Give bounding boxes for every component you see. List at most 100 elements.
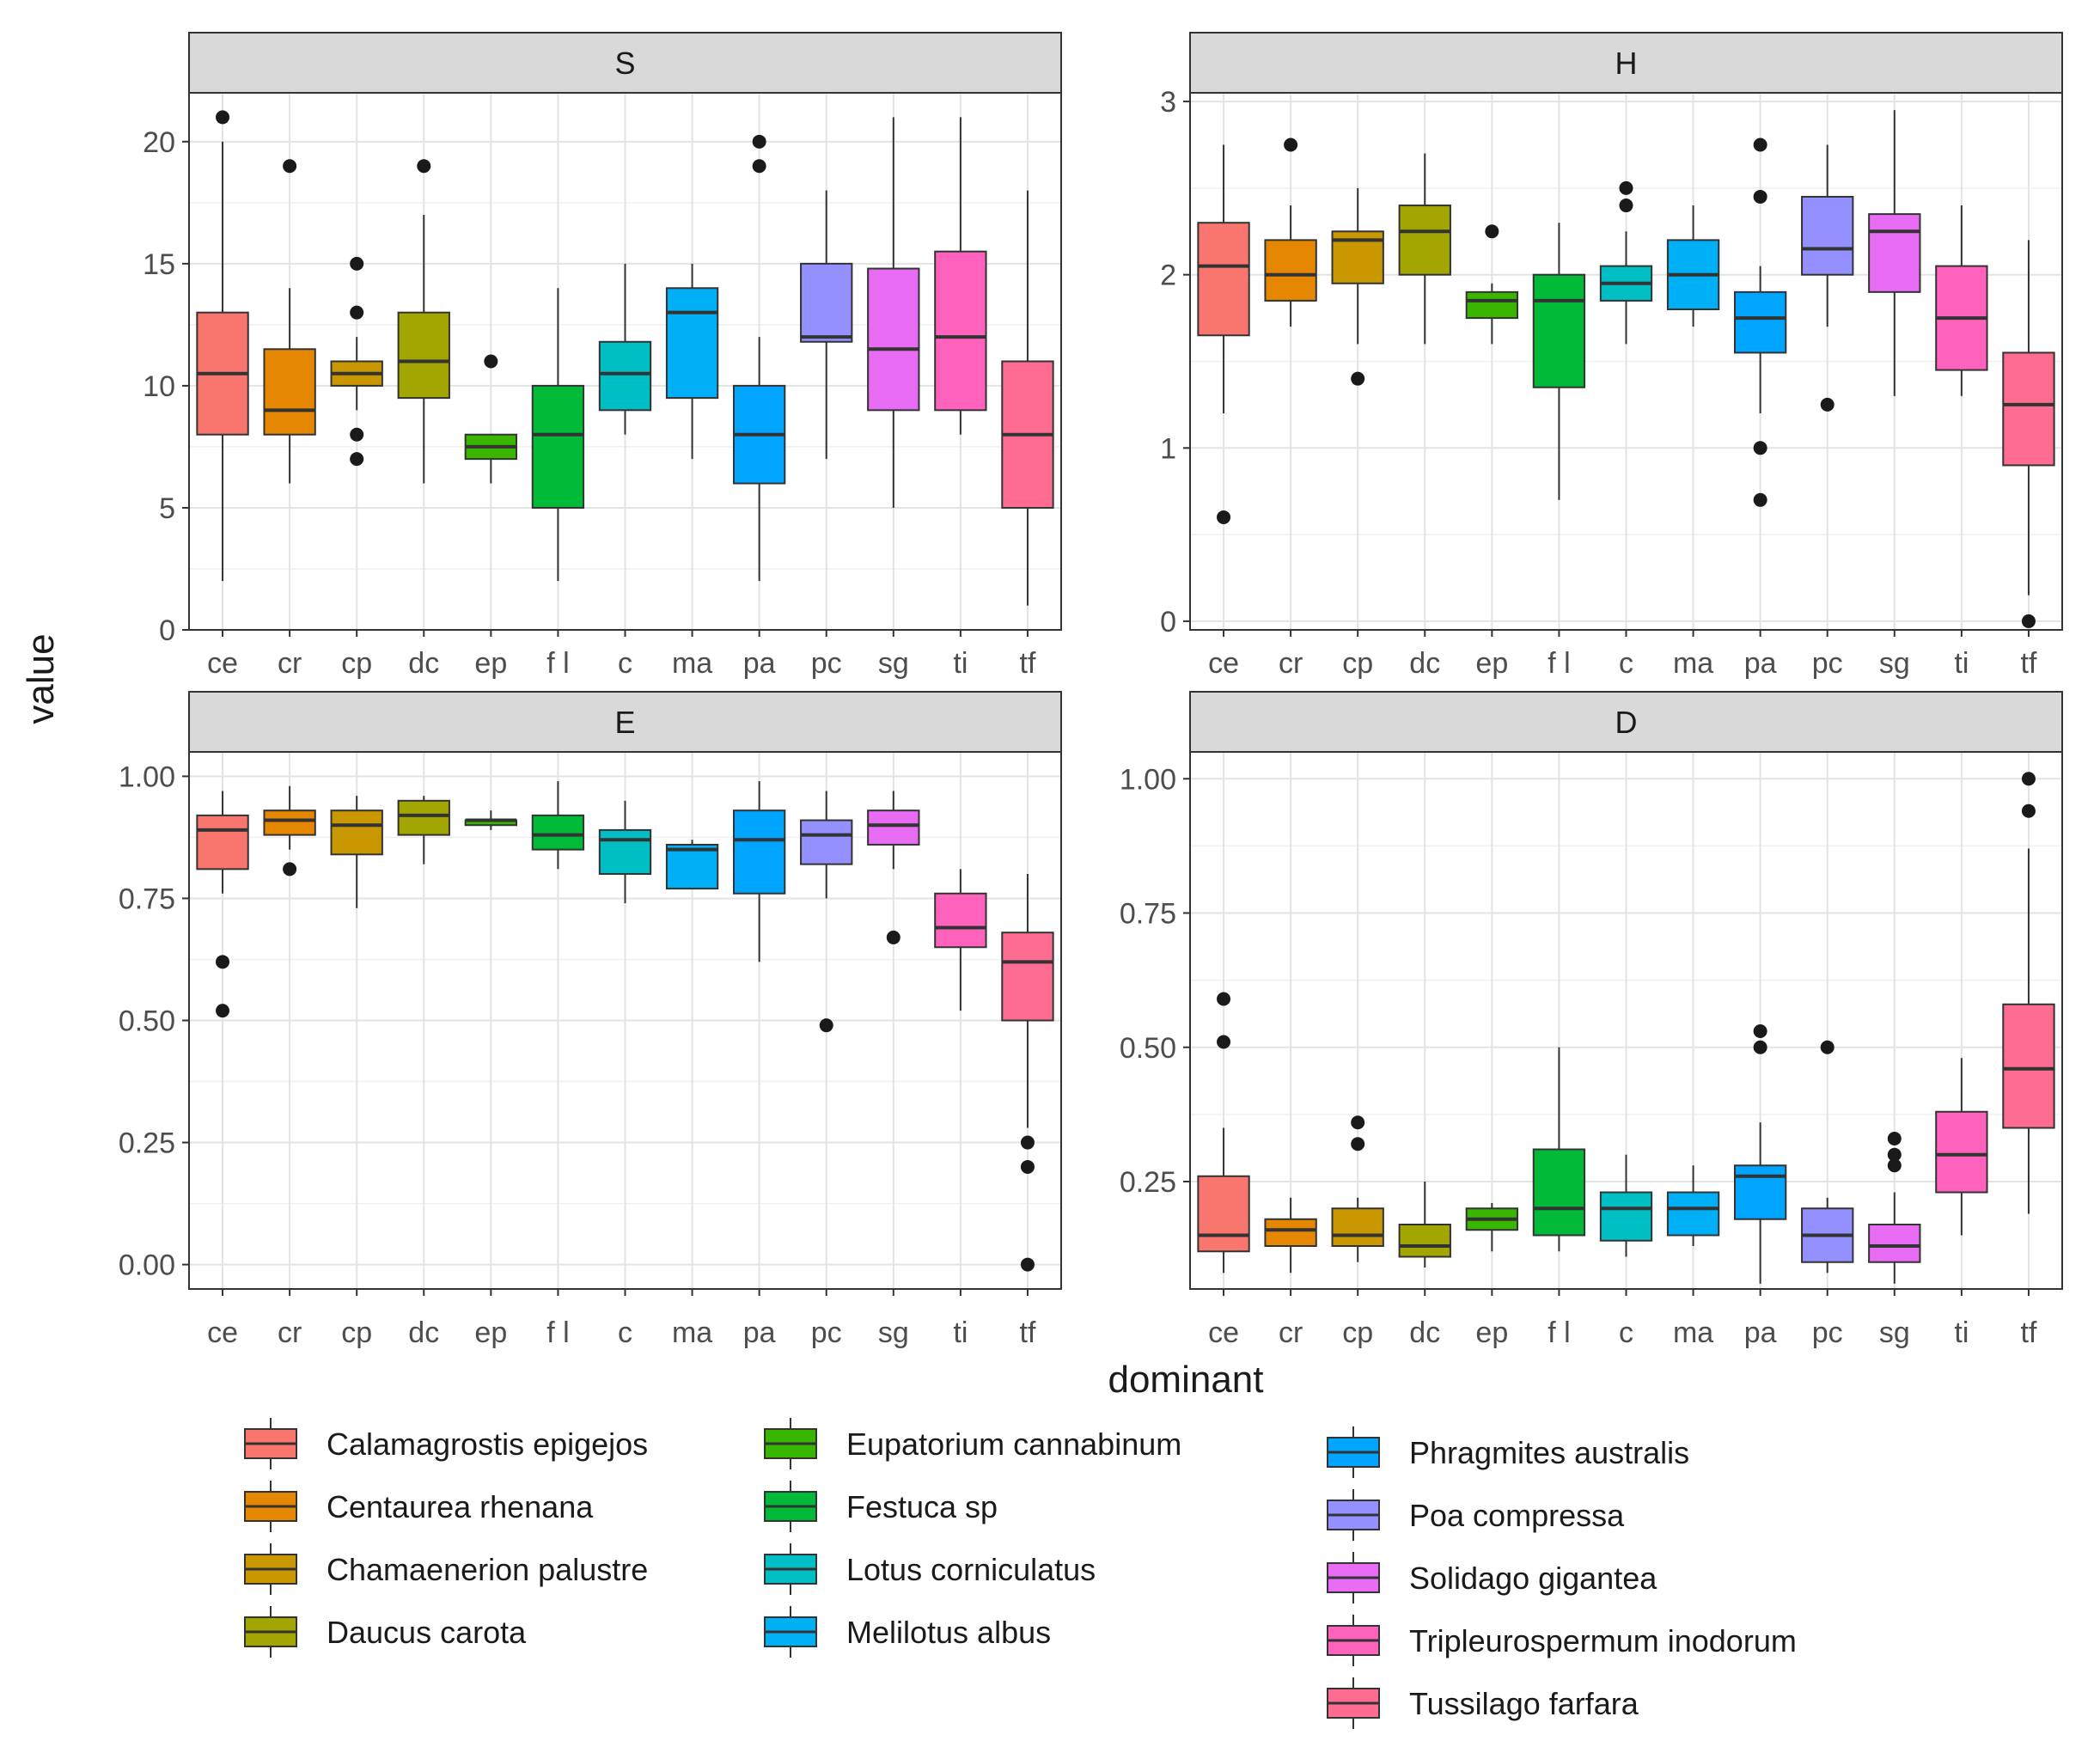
legend-item: Lotus corniculatus (764, 1543, 1096, 1595)
outlier-point (1217, 1035, 1231, 1049)
box-ep (464, 354, 518, 484)
legend-item: Daucus carota (244, 1606, 527, 1658)
box-ce (196, 791, 249, 1018)
strip-title: H (1615, 46, 1638, 81)
box-body (1868, 213, 1921, 293)
x-tick-label: ma (672, 647, 712, 680)
outlier-point (1753, 441, 1767, 455)
box-cr (263, 159, 316, 484)
x-tick-label: cr (1279, 1316, 1303, 1349)
outlier-point (216, 955, 230, 969)
outlier-point (1351, 1137, 1365, 1151)
box-body (1197, 1175, 1250, 1253)
y-tick-label: 0.25 (119, 1127, 175, 1160)
outlier-point (1820, 1040, 1834, 1054)
x-tick-label: sg (1879, 1316, 1910, 1349)
x-tick-label: ma (672, 1316, 712, 1349)
legend-item: Melilotus albus (764, 1606, 1051, 1658)
outlier-point (283, 159, 297, 174)
box-cp (330, 796, 383, 908)
x-tick-label: tf (2021, 1316, 2037, 1349)
box-body (397, 799, 450, 836)
box-cr (1264, 137, 1317, 327)
box-ce (1197, 992, 1250, 1274)
legend-item: Phragmites australis (1327, 1426, 1689, 1478)
legend-item: Eupatorium cannabinum (764, 1418, 1181, 1469)
box-ti (1935, 1058, 1988, 1236)
outlier-point (1619, 180, 1633, 195)
box-body (867, 267, 920, 412)
box-pa (732, 134, 786, 582)
box-body (665, 843, 719, 890)
box-pa (1733, 1024, 1787, 1284)
box-tf (2002, 772, 2055, 1214)
box-body (1465, 290, 1519, 320)
y-tick-label: 5 (159, 492, 175, 525)
box-f l (531, 781, 585, 870)
box-sg (1868, 110, 1921, 396)
x-tick-label: ep (1475, 647, 1508, 680)
x-tick-label: ti (953, 1316, 968, 1349)
legend-item: Centaurea rhenana (244, 1481, 594, 1532)
legend-item: Solidago gigantea (1327, 1552, 1657, 1603)
box-cp (1331, 187, 1384, 386)
legend-label: Calamagrostis epigejos (327, 1426, 648, 1462)
x-tick-label: pc (811, 647, 842, 680)
outlier-point (1284, 137, 1298, 152)
legend-label: Tripleurospermum inodorum (1409, 1623, 1797, 1658)
legend: Calamagrostis epigejos Centaurea rhenana C… (244, 1418, 1797, 1729)
y-tick-label: 1.00 (119, 760, 175, 793)
outlier-point (752, 134, 766, 149)
x-tick-label: dc (1409, 647, 1440, 680)
x-tick-label: cp (1342, 647, 1373, 680)
strip-header (188, 32, 1062, 94)
strip-title: S (614, 46, 635, 81)
y-axis-title: value (20, 633, 62, 724)
box-cp (330, 256, 383, 467)
box-sg (867, 117, 920, 508)
x-tick-label: f l (546, 1316, 569, 1349)
legend-item: Tussilago farfara (1327, 1677, 1639, 1729)
box-body (934, 250, 987, 412)
box-ep (1465, 224, 1519, 345)
outlier-point (1217, 992, 1231, 1006)
outlier-point (1753, 492, 1767, 507)
y-tick-label: 20 (143, 126, 175, 159)
x-tick-label: ti (1954, 1316, 1969, 1349)
outlier-point (350, 427, 364, 442)
box-body (397, 311, 450, 400)
y-tick-label: 0 (1160, 606, 1176, 638)
x-tick-label: ep (474, 1316, 507, 1349)
outlier-point (1887, 1132, 1902, 1145)
outlier-point (1020, 1257, 1035, 1272)
x-tick-label: dc (408, 1316, 439, 1349)
x-tick-label: pa (1744, 647, 1777, 680)
y-tick-label: 10 (143, 370, 175, 403)
y-tick-label: 0.75 (119, 883, 175, 915)
box-body (531, 384, 585, 509)
x-tick-label: ep (474, 647, 507, 680)
x-tick-label: c (1619, 647, 1633, 680)
box-body (800, 819, 853, 865)
x-tick-label: tf (2021, 647, 2037, 680)
box-body (1868, 1224, 1921, 1263)
box-ce (1197, 144, 1250, 524)
y-tick-label: 0.50 (1120, 1032, 1176, 1065)
box-sg (867, 791, 920, 944)
outlier-point (350, 452, 364, 467)
x-tick-label: f l (1548, 647, 1570, 680)
x-tick-label: cp (341, 1316, 372, 1349)
legend-label: Daucus carota (327, 1615, 527, 1650)
box-body (1666, 1191, 1720, 1237)
facet-panel-E: E 0.00 0.25 0.50 0.75 1.00 ce cr cp dc ep f l c ma pa p… (119, 691, 1062, 1349)
box-body (1197, 222, 1250, 337)
box-c (598, 263, 652, 435)
outlier-point (216, 1004, 230, 1018)
box-ti (1935, 205, 1988, 396)
facet-panel-D: D 0.25 0.50 0.75 1.00 ce cr cp dc ep f l c ma pa pc sg t… (1120, 691, 2063, 1349)
x-tick-label: c (618, 647, 632, 680)
legend-label: Phragmites australis (1409, 1435, 1689, 1470)
x-tick-label: cp (1342, 1316, 1373, 1349)
y-tick-label: 0 (159, 614, 175, 647)
